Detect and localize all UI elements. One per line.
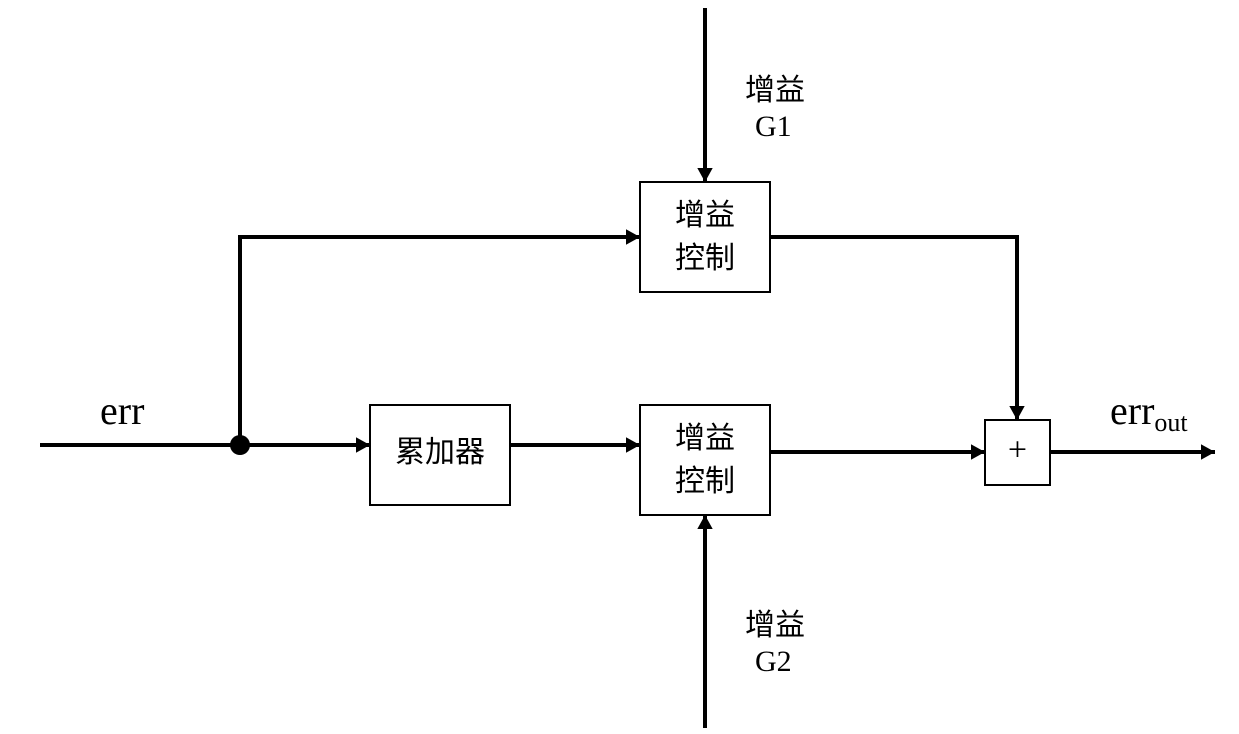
arrowhead — [697, 515, 712, 529]
arrowhead — [356, 437, 370, 452]
edge-gain_ctrl_top-to-sum — [770, 237, 1017, 420]
block-label-accumulator: 累加器 — [395, 436, 485, 469]
port-label2-gain_g1: G1 — [755, 110, 792, 143]
block-diagram: err累加器增益控制增益控制+errout增益G1增益G2 — [0, 0, 1239, 734]
arrowhead — [697, 168, 712, 182]
port-label2-gain_g2: G2 — [755, 645, 792, 678]
arrowhead — [1201, 444, 1215, 459]
block-label-sum: + — [1008, 431, 1027, 468]
arrowhead — [626, 229, 640, 244]
arrowhead — [626, 437, 640, 452]
port-label1-gain_g1: 增益 — [745, 74, 805, 107]
port-label1-gain_g2: 增益 — [745, 609, 805, 642]
arrowhead — [971, 444, 985, 459]
block-label1-gain_ctrl_bot: 增益 — [675, 422, 735, 455]
block-label2-gain_ctrl_bot: 控制 — [675, 465, 735, 498]
block-label2-gain_ctrl_top: 控制 — [675, 242, 735, 275]
junction-split — [230, 435, 250, 455]
block-label1-gain_ctrl_top: 增益 — [675, 199, 735, 232]
arrowhead — [1009, 406, 1024, 420]
port-label-output: errout — [1110, 388, 1188, 437]
port-label-input: err — [100, 388, 144, 433]
